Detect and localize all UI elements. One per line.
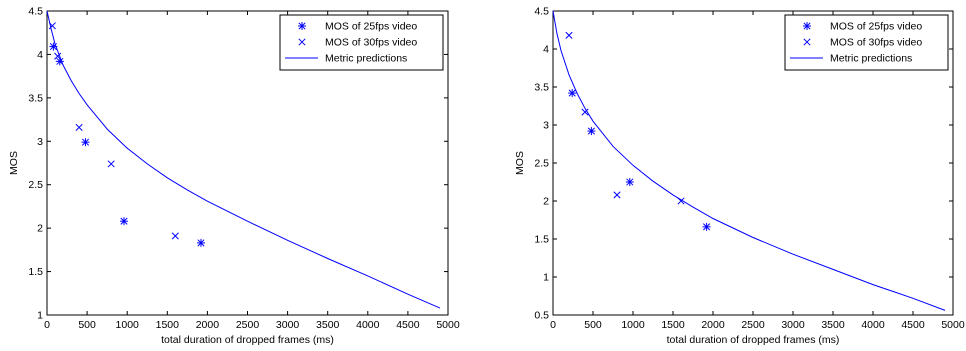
x-tick-label: 3500 [821,319,845,331]
prediction-line [46,10,441,309]
legend-label: MOS of 25fps video [325,21,417,33]
data-point-stroke [171,232,179,240]
legend-item: MOS of 30fps video [803,37,922,49]
x-tick-label: 4000 [861,319,885,331]
chart-1: 0 500 1000 1500 2000 2500 3000 3500 4000 4500 5000… [8,6,460,347]
x-tick-label: 3000 [781,319,805,331]
legend-marker [803,38,811,46]
y-tick-label: 0.5 [534,310,549,322]
legend: MOS of 25fps video MOS of 30fps video Metr… [279,14,444,71]
chart-2: 0 500 1000 1500 2000 2500 3000 3500 4000 4500 5000… [514,6,965,347]
data-point [107,160,115,168]
legend-item: Metric predictions [285,53,407,65]
y-tick-label: 4.5 [28,6,43,18]
x-tick-label: 5000 [436,319,460,331]
legend: MOS of 25fps video MOS of 30fps video Metr… [784,14,949,71]
data-point [587,127,596,136]
series-2 [48,22,179,240]
y-tick-label: 3.5 [534,82,549,94]
x-tick-label: 1000 [116,319,140,331]
x-axis-label: total duration of dropped frames (ms) [667,334,840,346]
y-tick-label: 1.5 [534,234,549,246]
y-tick-label: 1 [37,310,43,322]
legend-marker-stroke [803,38,811,46]
data-point [581,108,589,116]
y-tick-label: 3 [543,120,549,132]
data-point [702,222,711,231]
prediction-line [552,10,946,311]
y-tick-label: 2.5 [534,158,549,170]
y-tick-label: 4.5 [534,6,549,18]
data-point-stroke [48,22,56,30]
data-point [196,238,205,247]
series-2 [565,31,685,205]
data-point [119,217,128,226]
y-tick-label: 4 [543,44,549,56]
data-point [171,232,179,240]
legend-item: Metric predictions [790,53,912,65]
series-1 [49,42,205,247]
legend-label: MOS of 30fps video [325,37,417,49]
y-tick-label: 3 [37,136,43,148]
data-point [565,31,573,39]
y-axis-label: MOS [8,151,20,175]
legend-label: Metric predictions [325,53,407,65]
legend-item: MOS of 25fps video [803,21,922,33]
x-tick-label: 500 [78,319,96,331]
y-axis-label: MOS [514,151,526,175]
legend-item: MOS of 25fps video [298,21,417,33]
legend-label: Metric predictions [830,53,912,65]
x-tick-label: 0 [44,319,50,331]
data-point [613,191,621,199]
x-tick-label: 4500 [396,319,420,331]
x-tick-label: 5000 [941,319,965,331]
x-tick-label: 2000 [701,319,725,331]
data-point [568,89,577,98]
x-axis-label: total duration of dropped frames (ms) [161,334,334,346]
data-point [81,138,90,147]
legend-marker [803,22,811,30]
data-point-stroke [54,52,62,60]
legend-box [784,14,949,71]
data-point-stroke [565,31,573,39]
data-point-stroke [613,191,621,199]
y-tick-label: 1 [543,272,549,284]
legend-marker [298,22,306,30]
series-3 [552,10,946,311]
y-tick-label: 2 [543,196,549,208]
legend-marker-stroke [298,38,306,46]
legend-item: MOS of 30fps video [298,37,417,49]
y-tick-label: 3.5 [28,92,43,104]
x-tick-label: 2500 [236,319,260,331]
x-tick-label: 2500 [741,319,765,331]
data-point-stroke [581,108,589,116]
y-tick-label: 4 [37,49,43,61]
x-tick-label: 4000 [356,319,380,331]
x-tick-label: 2000 [196,319,220,331]
x-tick-label: 1500 [661,319,685,331]
legend-label: MOS of 30fps video [830,37,922,49]
legend-label: MOS of 25fps video [830,21,922,33]
x-tick-label: 3000 [276,319,300,331]
data-point-stroke [75,123,83,131]
legend-marker [298,38,306,46]
data-point [625,178,634,186]
series-3 [46,10,441,309]
x-tick-label: 500 [584,319,602,331]
series-1 [568,89,711,231]
data-point-stroke [107,160,115,168]
x-tick-label: 4500 [901,319,925,331]
y-tick-label: 2.5 [28,179,43,191]
data-point [54,52,62,60]
x-tick-label: 1000 [621,319,645,331]
y-tick-label: 1.5 [28,266,43,278]
legend-box [279,14,444,71]
data-point [75,123,83,131]
x-tick-label: 0 [550,319,556,331]
data-point-stroke [677,197,685,205]
y-tick-label: 2 [37,223,43,235]
x-tick-label: 3500 [316,319,340,331]
x-tick-label: 1500 [156,319,180,331]
